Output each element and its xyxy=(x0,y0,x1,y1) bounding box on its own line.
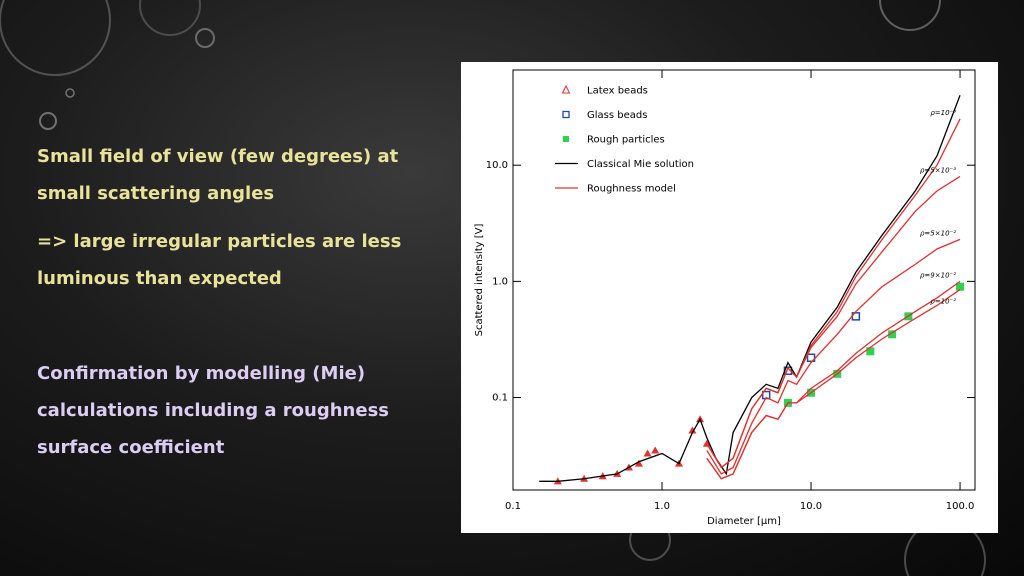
x-tick-label: 0.1 xyxy=(505,501,521,512)
legend-label: Roughness model xyxy=(587,184,676,195)
rough-point xyxy=(866,347,875,356)
mie-curve xyxy=(539,95,961,482)
legend-label: Latex beads xyxy=(587,86,648,97)
latex-point xyxy=(634,459,643,467)
model-curve xyxy=(706,289,961,480)
paragraph: Small field of view (few degrees) at smal… xyxy=(37,138,457,212)
legend-swatch xyxy=(561,84,571,94)
text-line: => large irregular particles are less xyxy=(37,231,402,252)
text-line: calculations including a roughness xyxy=(37,400,390,421)
model-curve xyxy=(706,175,961,469)
text-line: Confirmation by modelling (Mie) xyxy=(37,363,366,384)
legend-label: Classical Mie solution xyxy=(587,159,694,170)
paragraph: Confirmation by modelling (Mie) calculati… xyxy=(37,355,457,466)
x-tick-label: 100.0 xyxy=(946,501,975,512)
legend-swatch xyxy=(563,136,569,142)
text-line: surface coefficient xyxy=(37,437,225,458)
chart-background xyxy=(461,62,998,533)
y-tick-label: 10.0 xyxy=(486,160,508,171)
text-line: luminous than expected xyxy=(37,268,282,289)
legend-label: Glass beads xyxy=(587,110,647,121)
text-line: Small field of view (few degrees) at xyxy=(37,146,399,167)
latex-point xyxy=(643,449,652,457)
rough-point xyxy=(956,282,965,291)
latex-point xyxy=(702,439,711,447)
rough-point xyxy=(888,330,897,339)
curve-label: ρ=10⁻³ xyxy=(930,109,956,117)
legend-swatch xyxy=(562,110,570,119)
text-line: small scattering angles xyxy=(37,183,275,204)
y-tick-label: 1.0 xyxy=(492,276,508,287)
curve-label: ρ=5×10⁻³ xyxy=(920,166,956,174)
curve-label: ρ=9×10⁻² xyxy=(920,271,956,279)
y-tick-label: 0.1 xyxy=(492,393,508,404)
paragraph: => large irregular particles are less lum… xyxy=(37,223,457,297)
curve-label: ρ=5×10⁻² xyxy=(920,229,956,237)
x-tick-label: 1.0 xyxy=(654,501,670,512)
y-axis-label: Scattered intensity [V] xyxy=(474,224,485,337)
latex-point xyxy=(651,446,660,454)
x-tick-label: 10.0 xyxy=(800,501,822,512)
glass-point xyxy=(806,353,816,363)
legend-label: Rough particles xyxy=(587,135,665,146)
latex-point xyxy=(688,426,697,434)
slide-text: Small field of view (few degrees) at smal… xyxy=(37,138,457,477)
x-axis-label: Diameter [μm] xyxy=(707,516,781,527)
plot-frame xyxy=(512,69,976,491)
model-curve xyxy=(706,238,961,475)
curve-label: ρ=10⁻² xyxy=(930,298,956,306)
